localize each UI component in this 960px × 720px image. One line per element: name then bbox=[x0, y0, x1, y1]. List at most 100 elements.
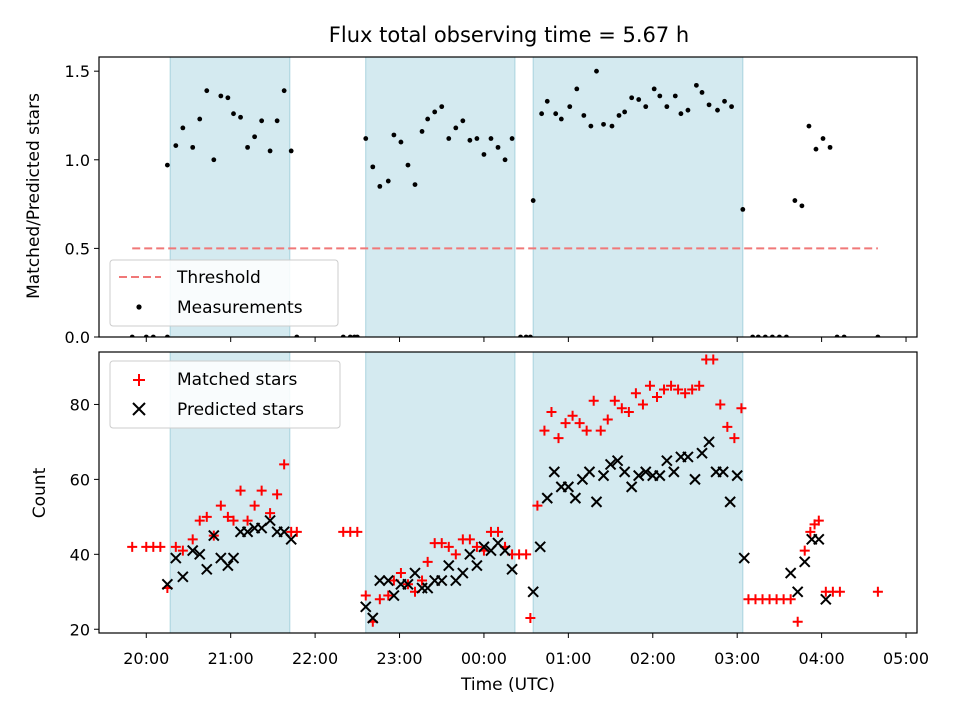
measurement-point bbox=[530, 198, 536, 203]
measurement-point bbox=[502, 157, 508, 163]
measurement-point bbox=[685, 107, 691, 113]
bottom-legend: Matched stars Predicted stars bbox=[109, 360, 341, 429]
bottom-shaded-interval bbox=[365, 352, 516, 633]
measurement-point bbox=[609, 123, 615, 129]
bottom-y-tick-label: 40 bbox=[70, 545, 90, 564]
predicted-stars-point bbox=[264, 514, 276, 527]
predicted-stars-point bbox=[443, 559, 455, 572]
measurement-point bbox=[581, 113, 587, 118]
measurement-point bbox=[820, 136, 826, 141]
matched-stars-point bbox=[708, 354, 719, 365]
matched-stars-point bbox=[215, 500, 226, 511]
bottom-y-tick-label: 20 bbox=[70, 620, 90, 639]
predicted-stars-point bbox=[208, 529, 220, 542]
matched-stars-point bbox=[792, 616, 803, 627]
predicted-stars-point bbox=[640, 466, 652, 478]
predicted-stars-legend-label: Predicted stars bbox=[177, 400, 304, 420]
matched-stars-point bbox=[595, 425, 606, 436]
predicted-stars-point bbox=[562, 481, 575, 493]
measurement-point bbox=[377, 183, 383, 189]
predicted-stars-point bbox=[689, 473, 701, 486]
predicted-stars-point bbox=[227, 552, 240, 564]
measurement-point bbox=[488, 136, 494, 141]
predicted-stars-point bbox=[604, 458, 617, 471]
measurement-point bbox=[405, 162, 411, 168]
matched-stars-point bbox=[177, 545, 188, 556]
matched-stars-point bbox=[546, 406, 557, 417]
measurement-point bbox=[672, 93, 678, 99]
measurement-point bbox=[474, 136, 480, 141]
predicted-stars-point bbox=[436, 574, 448, 587]
matched-stars-point bbox=[588, 395, 599, 406]
predicted-stars-point bbox=[731, 469, 743, 482]
measurement-point bbox=[567, 104, 573, 110]
matched-stars-point bbox=[194, 515, 205, 526]
measurement-point bbox=[799, 203, 805, 209]
matched-stars-point bbox=[630, 388, 641, 399]
measurement-point bbox=[238, 114, 243, 120]
measurement-point bbox=[827, 144, 833, 150]
plot-area: 0.0 0.5 1.0 1.5 20 40 60 80 20:00 21:00 22:00 23:00… bbox=[65, 56, 929, 668]
measurement-point bbox=[211, 157, 217, 163]
matched-stars-point bbox=[694, 380, 705, 391]
measurement-point bbox=[622, 109, 628, 115]
predicted-stars-point bbox=[791, 586, 804, 598]
predicted-stars-point bbox=[464, 548, 476, 561]
measurement-point bbox=[601, 121, 606, 127]
matched-stars-point bbox=[680, 388, 691, 399]
predicted-stars-point bbox=[478, 541, 490, 553]
x-axis-label: Time (UTC) bbox=[460, 675, 555, 695]
matched-stars-point bbox=[687, 384, 698, 395]
measurement-point bbox=[616, 113, 622, 118]
measurements-legend-swatch bbox=[136, 304, 142, 310]
measurement-point bbox=[544, 98, 550, 104]
predicted-stars-point bbox=[499, 544, 511, 557]
top-y-tick-label: 1.5 bbox=[65, 62, 90, 81]
measurement-point bbox=[453, 125, 459, 131]
matched-stars-point bbox=[383, 590, 394, 601]
predicted-stars-point bbox=[402, 578, 414, 591]
matched-stars-point bbox=[602, 414, 613, 425]
measurement-point bbox=[398, 139, 404, 145]
matched-stars-point bbox=[222, 511, 233, 522]
matched-stars-point bbox=[265, 508, 276, 519]
x-tick-label: 00:00 bbox=[461, 649, 507, 668]
measurement-point bbox=[259, 118, 265, 124]
matched-stars-point bbox=[872, 586, 883, 597]
measurement-point bbox=[792, 198, 798, 203]
predicted-stars-point bbox=[374, 574, 386, 587]
predicted-stars-point bbox=[696, 447, 708, 459]
measurement-point bbox=[225, 95, 231, 101]
predicted-stars-point bbox=[611, 454, 624, 467]
predicted-stars-point bbox=[541, 492, 553, 504]
matched-stars-point bbox=[799, 545, 810, 556]
predicted-stars-point bbox=[161, 578, 174, 591]
predicted-stars-point bbox=[367, 612, 379, 624]
matched-stars-point bbox=[539, 425, 550, 436]
measurement-point bbox=[281, 88, 287, 94]
matched-stars-point bbox=[360, 590, 371, 601]
matched-stars-point bbox=[155, 541, 166, 552]
top-shaded-interval bbox=[365, 57, 516, 337]
matched-stars-point bbox=[736, 403, 747, 414]
x-tick-label: 20:00 bbox=[123, 649, 169, 668]
measurement-point bbox=[664, 104, 670, 110]
predicted-stars-point bbox=[618, 466, 631, 478]
matched-stars-point bbox=[644, 380, 655, 391]
top-y-tick-label: 0.0 bbox=[65, 328, 90, 347]
measurement-point bbox=[204, 88, 210, 94]
matched-stars-point bbox=[567, 410, 578, 421]
matched-stars-legend-swatch bbox=[133, 374, 145, 386]
bottom-y-axis-label: Count bbox=[30, 467, 50, 518]
top-axes-frame bbox=[98, 56, 918, 338]
measurement-point bbox=[657, 93, 663, 99]
predicted-stars-point bbox=[813, 533, 825, 546]
matched-stars-point bbox=[722, 421, 733, 432]
measurement-point bbox=[164, 162, 170, 168]
matched-stars-point bbox=[417, 575, 428, 586]
matched-stars-point bbox=[374, 594, 385, 605]
predicted-stars-point bbox=[360, 601, 372, 613]
matched-stars-point bbox=[521, 549, 532, 560]
predicted-stars-point bbox=[799, 556, 811, 568]
